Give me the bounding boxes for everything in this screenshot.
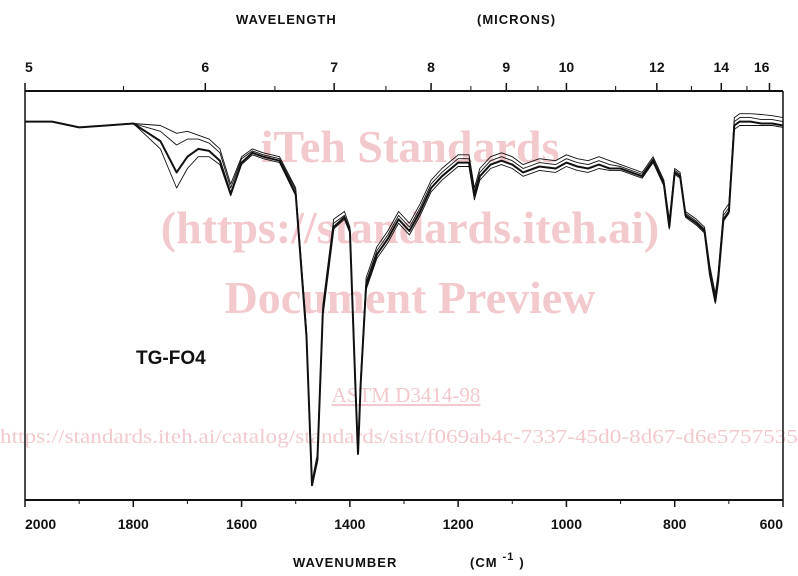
- bottom-axis-unit-superscript: -1: [503, 551, 515, 563]
- top-tick-label: 16: [754, 59, 770, 75]
- top-tick-label: 7: [330, 59, 338, 75]
- bottom-tick-label: 1400: [334, 516, 365, 532]
- top-tick-label: 9: [502, 59, 510, 75]
- watermark-line-5[interactable]: https://standards.iteh.ai/catalog/standa…: [0, 426, 798, 448]
- top-axis-ticks: 5 6 7 8 9 10 12 14 16: [24, 59, 771, 91]
- top-tick-label: 8: [427, 59, 435, 75]
- spectrum-traces: [25, 113, 784, 487]
- spectrum-trace-2: [25, 117, 784, 484]
- top-tick-label: 14: [713, 59, 729, 75]
- bottom-axis-ticks: 2000 1800 1600 1400 1200 1000 800 600: [24, 500, 784, 532]
- watermark-line-4[interactable]: ASTM D3414-98: [332, 383, 481, 407]
- bottom-tick-label: 1000: [551, 516, 582, 532]
- bottom-axis-title-left: WAVENUMBER: [293, 555, 397, 570]
- bottom-tick-label: 1600: [226, 516, 257, 532]
- top-tick-label: 12: [649, 59, 665, 75]
- spectrum-trace-3: [25, 120, 784, 487]
- watermark-line-2: (https://standards.iteh.ai): [161, 202, 659, 253]
- bottom-tick-label: 1800: [118, 516, 149, 532]
- top-axis-title-right: (MICRONS): [477, 12, 556, 27]
- watermark-line-1: iTeh Standards: [261, 121, 560, 172]
- bottom-tick-label: 1200: [443, 516, 474, 532]
- spectrum-trace-1: [25, 113, 784, 482]
- top-tick-label: 10: [559, 59, 575, 75]
- bottom-axis-unit: (CM: [470, 555, 498, 570]
- bottom-tick-label: 2000: [25, 516, 56, 532]
- spectrum-trace-4: [25, 121, 784, 486]
- sample-label: TG-FO4: [136, 348, 206, 369]
- bottom-axis-unit-close: ): [519, 555, 524, 570]
- top-axis-title-left: WAVELENGTH: [236, 12, 337, 27]
- watermark-line-3: Document Preview: [225, 272, 596, 323]
- bottom-tick-label: 600: [760, 516, 784, 532]
- watermark: iTeh Standards (https://standards.iteh.a…: [0, 121, 798, 448]
- bottom-tick-label: 800: [663, 516, 687, 532]
- bottom-axis-title-right: (CM -1): [470, 551, 525, 570]
- top-tick-label: 5: [25, 59, 33, 75]
- top-tick-label: 6: [201, 59, 209, 75]
